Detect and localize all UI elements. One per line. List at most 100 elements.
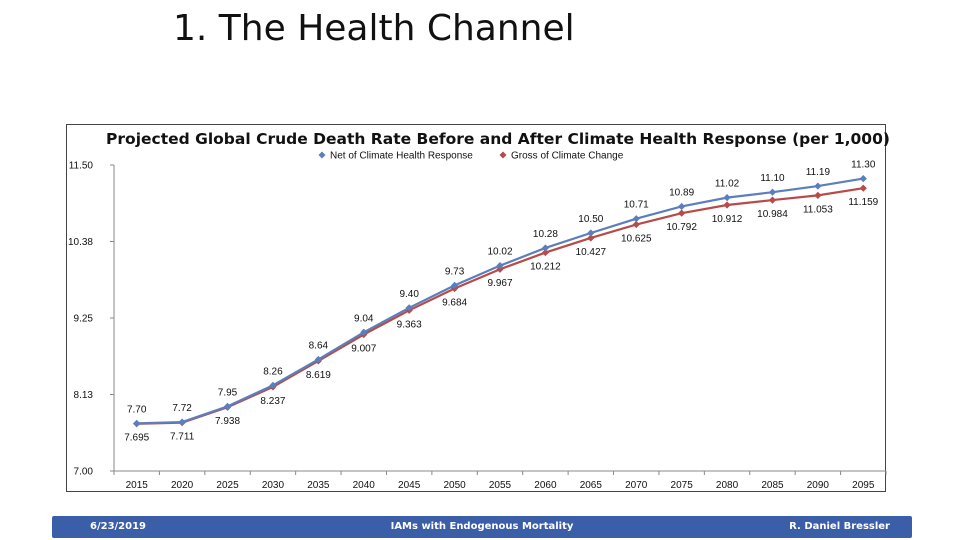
footer-bar: 6/23/2019 IAMs with Endogenous Mortality… xyxy=(52,516,912,538)
series-line xyxy=(136,187,864,425)
data-label: 9.967 xyxy=(487,278,512,289)
data-point xyxy=(768,196,777,204)
data-label: 9.04 xyxy=(354,313,374,324)
data-label: 7.95 xyxy=(218,387,238,398)
data-point xyxy=(678,202,686,211)
series-gross-of-climate-change: 7.695 7.711 7.938 8.237 8.619 9.007 9.363 9.684… xyxy=(124,184,879,444)
data-label: 7.711 xyxy=(170,432,195,443)
data-label: 10.625 xyxy=(621,234,652,245)
data-point xyxy=(632,215,640,223)
data-label: 8.619 xyxy=(306,370,331,381)
data-label: 8.64 xyxy=(309,340,329,351)
x-tick-label: 2040 xyxy=(353,480,376,491)
data-point xyxy=(178,418,186,426)
data-label: 7.695 xyxy=(124,433,149,444)
data-point xyxy=(859,184,867,192)
data-point xyxy=(450,281,459,289)
x-tick-label: 2030 xyxy=(262,480,285,491)
data-point xyxy=(678,209,686,217)
footer-date: 6/23/2019 xyxy=(90,521,147,532)
data-label: 9.363 xyxy=(397,319,422,330)
data-label: 10.792 xyxy=(666,222,697,233)
x-tick-label: 2035 xyxy=(307,480,330,491)
chart-title: Projected Global Crude Death Rate Before… xyxy=(106,130,890,148)
x-tick-label: 2050 xyxy=(443,480,466,491)
series-line xyxy=(136,177,864,425)
data-point xyxy=(587,229,595,237)
x-tick-label: 2065 xyxy=(580,480,603,491)
y-tick-label: 9.25 xyxy=(74,314,94,325)
data-point xyxy=(496,262,504,270)
x-tick-label: 2020 xyxy=(171,480,194,491)
x-tick-label: 2070 xyxy=(625,480,648,491)
x-tick-label: 2060 xyxy=(534,480,557,491)
legend-label: Net of Climate Health Response xyxy=(330,151,473,162)
data-point xyxy=(723,201,731,209)
x-tick-label: 2055 xyxy=(489,480,512,491)
data-point xyxy=(314,355,322,364)
data-label: 7.70 xyxy=(127,404,147,415)
series-net-of-climate-health-response: 7.70 7.72 7.95 8.26 8.64 9.04 9.40 9.73 10.02 10.… xyxy=(127,160,876,427)
y-tick-label: 11.50 xyxy=(69,161,94,172)
data-label: 10.71 xyxy=(624,200,649,211)
y-tick-label: 8.13 xyxy=(74,390,94,401)
data-point xyxy=(360,328,368,336)
data-point xyxy=(632,220,640,229)
data-label: 10.212 xyxy=(530,262,561,273)
data-point xyxy=(133,419,141,427)
y-tick-label: 10.38 xyxy=(68,237,93,248)
data-point xyxy=(405,304,413,312)
chart-legend: Net of Climate Health Response Gross of C… xyxy=(318,151,624,162)
legend-label: Gross of Climate Change xyxy=(511,151,624,162)
data-label: 11.19 xyxy=(806,167,831,178)
x-tick-label: 2025 xyxy=(216,480,239,491)
legend-marker xyxy=(318,151,326,159)
data-label: 10.02 xyxy=(487,247,512,258)
data-point xyxy=(269,381,277,389)
data-label: 10.912 xyxy=(712,214,743,225)
data-point xyxy=(587,234,595,242)
data-label: 7.72 xyxy=(172,403,192,414)
data-point xyxy=(768,188,777,196)
data-label: 8.26 xyxy=(263,366,283,377)
data-label: 11.10 xyxy=(760,173,785,184)
data-label: 9.40 xyxy=(399,289,419,300)
footer-author: R. Daniel Bressler xyxy=(789,521,890,532)
data-label: 11.053 xyxy=(803,204,833,215)
x-tick-label: 2085 xyxy=(761,480,784,491)
x-tick-label: 2015 xyxy=(126,480,149,491)
x-tick-label: 2075 xyxy=(671,480,694,491)
data-point xyxy=(223,402,232,410)
data-label: 11.02 xyxy=(715,179,740,190)
data-point xyxy=(814,191,822,199)
data-label: 8.237 xyxy=(260,396,285,407)
data-label: 10.984 xyxy=(757,209,788,220)
footer-presentation-title: IAMs with Endogenous Mortality xyxy=(390,521,574,532)
data-label: 9.007 xyxy=(351,344,376,355)
data-label: 9.684 xyxy=(442,297,467,308)
data-label: 10.50 xyxy=(578,214,603,225)
x-tick-label: 2095 xyxy=(852,480,875,491)
x-tick-label: 2090 xyxy=(807,480,830,491)
data-label: 7.938 xyxy=(215,416,240,427)
chart-axes: 7.00 8.13 9.25 10.38 11.50 2015 2020 2025 2030 20… xyxy=(68,161,887,491)
x-tick-label: 2045 xyxy=(398,480,421,491)
data-point xyxy=(541,244,550,252)
data-point xyxy=(723,194,731,202)
data-label: 10.28 xyxy=(533,229,558,240)
data-label: 11.30 xyxy=(851,160,876,171)
y-tick-label: 7.00 xyxy=(74,467,94,478)
data-point xyxy=(859,175,867,183)
chart-frame xyxy=(66,124,886,492)
x-tick-label: 2080 xyxy=(716,480,739,491)
data-label: 10.89 xyxy=(669,187,694,198)
legend-marker xyxy=(499,151,507,159)
chart-series: 7.695 7.711 7.938 8.237 8.619 9.007 9.363 9.684… xyxy=(124,160,878,444)
data-label: 11.159 xyxy=(848,197,878,208)
data-point xyxy=(814,182,822,190)
data-point xyxy=(541,248,550,257)
data-label: 9.73 xyxy=(445,266,465,277)
data-label: 10.427 xyxy=(576,247,607,258)
slide-title: 1. The Health Channel xyxy=(173,8,575,49)
